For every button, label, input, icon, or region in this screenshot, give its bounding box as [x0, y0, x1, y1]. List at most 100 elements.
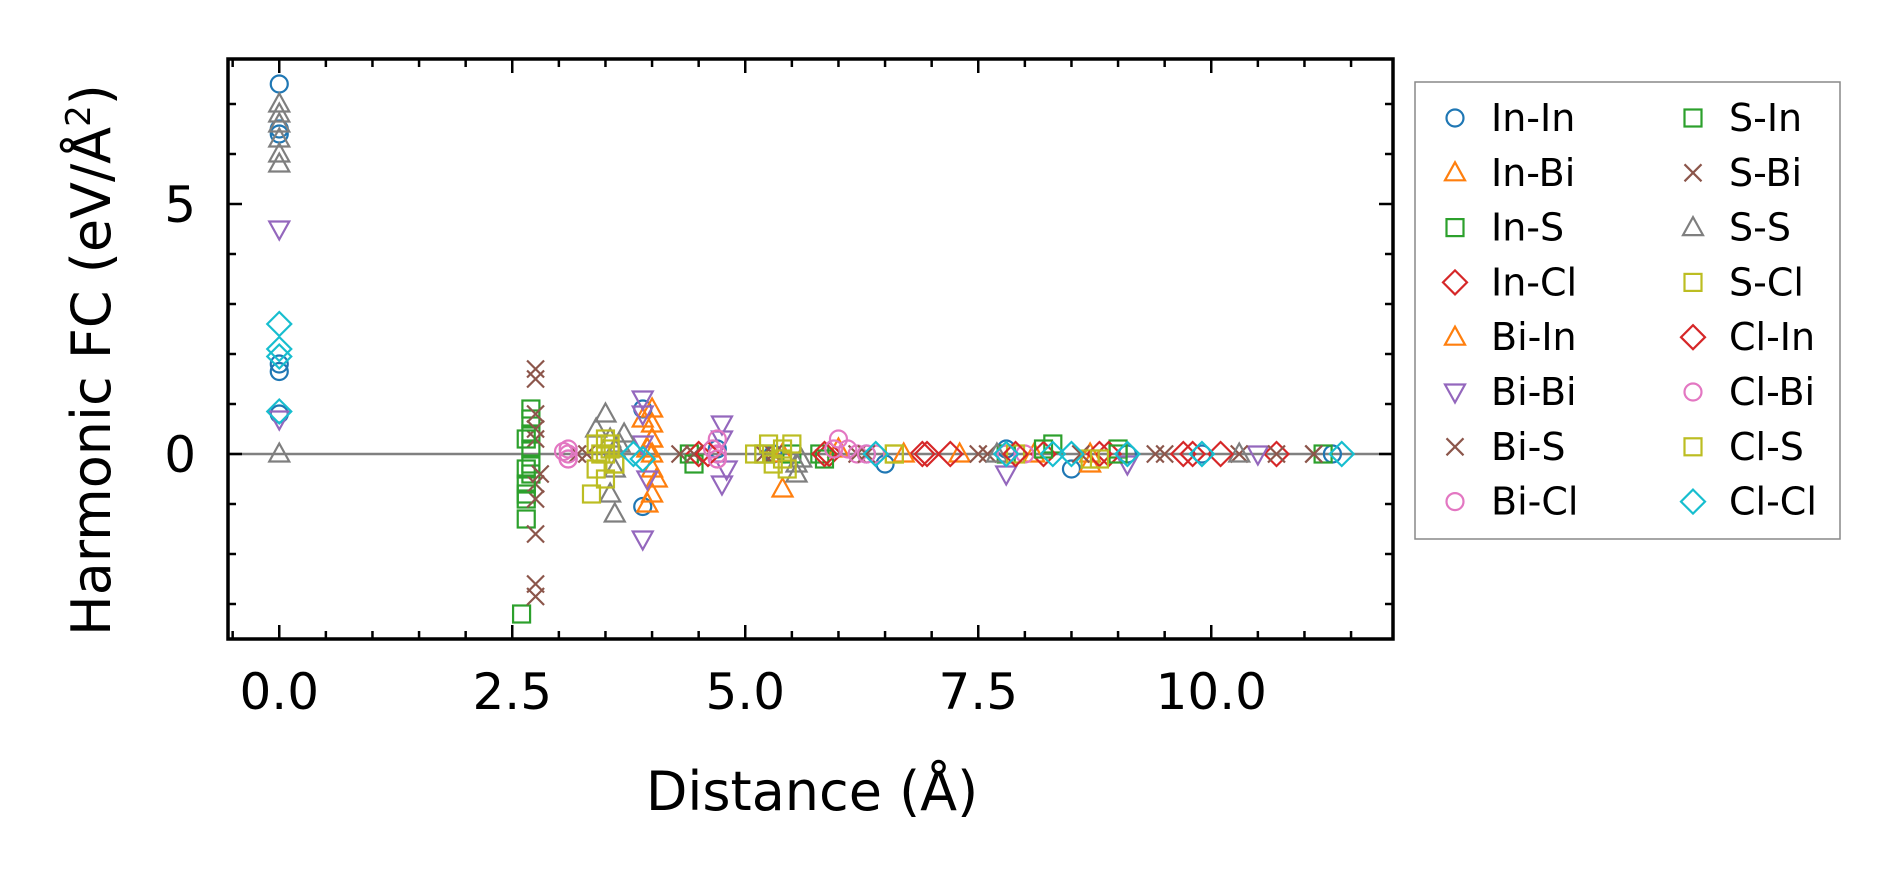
data-point [269, 354, 289, 374]
data-point [968, 444, 988, 464]
y-tick-labels: 05 [164, 176, 196, 484]
legend-item: Cl-Cl [1679, 480, 1817, 524]
legend-item: In-Bi [1443, 151, 1575, 195]
data-point [1108, 444, 1128, 464]
data-point [265, 342, 293, 371]
x-tick-labels: 0.0 2.5 5.0 7.5 10.0 [239, 663, 1266, 721]
data-point [265, 397, 293, 426]
legend: In-In In-Bi In-S In-Cl Bi-In Bi-Bi Bi-S Bi-Cl S-… [1414, 81, 1841, 540]
legend-label: Cl-Cl [1729, 480, 1817, 524]
legend-item: In-S [1445, 206, 1564, 250]
legend-marker [1443, 383, 1467, 405]
data-point [269, 361, 289, 382]
data-point [710, 415, 734, 437]
legend-item: Bi-Cl [1445, 480, 1578, 524]
legend-label: Bi-S [1491, 425, 1565, 469]
series-cl-bi [553, 439, 877, 469]
data-point [908, 440, 936, 468]
legend-item: In-Cl [1441, 260, 1577, 304]
data-point [530, 464, 550, 484]
data-points [265, 74, 1356, 624]
data-point [630, 405, 655, 427]
data-point [605, 454, 625, 474]
x-tick-label: 5.0 [705, 663, 785, 721]
data-point [985, 441, 1009, 463]
x-tick-label: 2.5 [472, 663, 552, 721]
data-point [267, 126, 292, 148]
legend-marker [1683, 163, 1703, 183]
data-point [635, 470, 660, 492]
data-point [772, 449, 793, 469]
x-tick-label: 0.0 [239, 663, 319, 721]
data-point [526, 587, 545, 606]
data-point [777, 459, 797, 479]
legend-label: Cl-Bi [1729, 370, 1815, 414]
legend-item: Cl-S [1683, 425, 1804, 469]
data-point [511, 604, 532, 624]
data-point [784, 461, 809, 483]
legend-label: S-S [1729, 206, 1791, 250]
data-point [884, 444, 904, 464]
data-point [1022, 441, 1047, 463]
legend-marker [1443, 160, 1467, 182]
data-point [265, 335, 293, 363]
legend-marker [1445, 492, 1465, 512]
legend-frame [1414, 81, 1841, 540]
data-point [707, 429, 727, 449]
data-point [824, 439, 844, 459]
data-point [640, 411, 664, 433]
legend-item: Bi-In [1443, 315, 1577, 359]
legend-marker [1443, 324, 1467, 346]
legend-marker [1679, 488, 1707, 516]
data-point [1328, 440, 1356, 468]
data-point [810, 440, 839, 468]
data-point [707, 444, 727, 464]
legend-label: In-Bi [1491, 151, 1575, 195]
legend-marker [1441, 268, 1469, 296]
legend-item: Cl-In [1679, 315, 1815, 359]
data-point [630, 530, 655, 552]
legend-label: Cl-In [1729, 315, 1815, 359]
series-cl-cl [265, 310, 1356, 473]
legend-label: S-Bi [1729, 151, 1802, 195]
y-axis-label: Harmonic FC (eV/Å2) [59, 84, 123, 636]
data-point [267, 111, 292, 133]
data-point [758, 434, 779, 454]
data-point [714, 460, 739, 482]
data-point [267, 101, 292, 123]
data-point [516, 509, 536, 529]
legend-item: In-In [1445, 96, 1575, 140]
data-point [593, 401, 618, 423]
data-point [521, 439, 541, 459]
legend-item: S-In [1683, 96, 1802, 140]
data-point [644, 466, 669, 488]
legend-marker [1445, 437, 1465, 457]
data-point [612, 421, 636, 443]
legend-item: Bi-Bi [1443, 370, 1577, 414]
data-point [789, 446, 814, 468]
data-point [600, 434, 620, 454]
data-point [619, 440, 647, 468]
legend-label: In-Cl [1491, 260, 1577, 304]
data-point [1146, 444, 1165, 464]
data-point [1245, 445, 1270, 467]
legend-label: S-Cl [1729, 260, 1804, 304]
data-point [1188, 440, 1216, 468]
data-point [936, 440, 964, 468]
data-point [1227, 441, 1252, 463]
data-point [521, 454, 541, 474]
legend-marker [1445, 108, 1465, 128]
y-axis-label-main: Harmonic FC (eV/Å [59, 127, 123, 636]
legend-marker [1683, 382, 1703, 402]
data-point [710, 475, 734, 497]
data-point [267, 441, 292, 463]
x-axis-label: Distance (Å) [646, 759, 978, 823]
legend-item: S-S [1681, 206, 1791, 250]
y-axis-label-close: ) [60, 84, 123, 105]
x-tick-label: 10.0 [1156, 663, 1267, 721]
legend-label: S-In [1729, 96, 1802, 140]
data-point [633, 496, 653, 517]
x-tick-label: 7.5 [938, 663, 1018, 721]
legend-label: In-S [1491, 206, 1564, 250]
legend-item: Cl-Bi [1683, 370, 1815, 414]
